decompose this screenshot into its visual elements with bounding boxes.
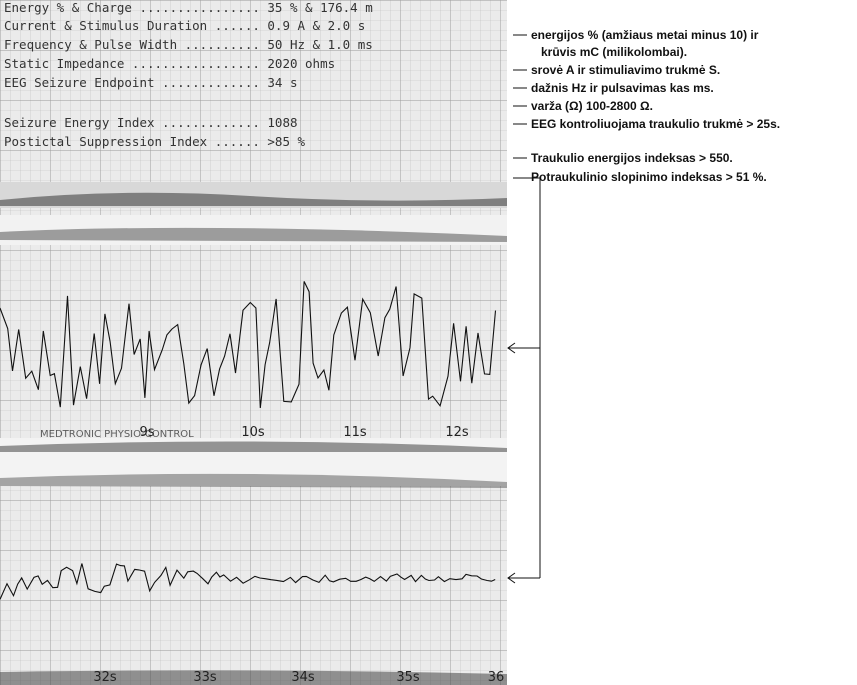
printout-row: Static Impedance ................. 2020 … <box>4 56 335 71</box>
annotation: srovė A ir stimuliavimo trukmė S. <box>531 63 720 77</box>
time-label: 34s <box>291 670 315 685</box>
annotation: Traukulio energijos indeksas > 550. <box>531 151 733 165</box>
time-label: 10s <box>241 425 265 440</box>
annotation: dažnis Hz ir pulsavimas kas ms. <box>531 81 714 95</box>
time-label: 12s <box>445 425 469 440</box>
printout-row: Energy % & Charge ................ 35 % … <box>4 0 373 15</box>
printout-row: Current & Stimulus Duration ...... 0.9 A… <box>4 18 365 33</box>
figure: Energy % & Charge ................ 35 % … <box>0 0 857 685</box>
time-label: 36 <box>488 670 505 685</box>
annotation: energijos % (amžiaus metai minus 10) ir <box>531 28 759 42</box>
time-label: 35s <box>396 670 420 685</box>
time-label: 33s <box>193 670 217 685</box>
printout-row: Frequency & Pulse Width .......... 50 Hz… <box>4 37 373 52</box>
time-label: 32s <box>93 670 117 685</box>
annotation: krūvis mC (milikolombai). <box>541 45 687 59</box>
printout-row: EEG Seizure Endpoint ............. 34 s <box>4 75 298 90</box>
annotation: varža (Ω) 100-2800 Ω. <box>531 99 653 113</box>
printout-row: Postictal Suppression Index ...... >85 % <box>4 134 305 149</box>
annotation: Potraukulinio slopinimo indeksas > 51 %. <box>531 170 767 184</box>
printout-row: Seizure Energy Index ............. 1088 <box>4 115 298 130</box>
arrows <box>508 178 540 583</box>
annotation: EEG kontroliuojama traukulio trukmė > 25… <box>531 117 780 131</box>
brand-label: MEDTRONIC PHYSIO-CONTROL <box>40 429 194 440</box>
time-label: 11s <box>343 425 367 440</box>
band-dark <box>0 670 507 685</box>
